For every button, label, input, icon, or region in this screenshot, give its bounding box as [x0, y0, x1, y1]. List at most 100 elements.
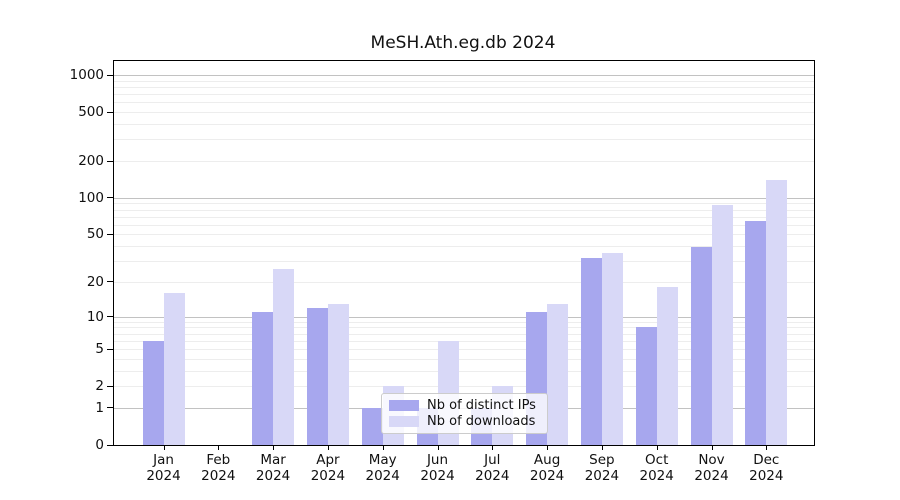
y-tick-label-100: 100	[78, 189, 104, 206]
bar-downloads-sep	[601, 253, 623, 445]
x-tick-label-oct: Oct 2024	[629, 452, 685, 484]
x-tick-year: 2024	[475, 468, 510, 484]
legend-item-downloads: Nb of downloads	[389, 414, 540, 430]
x-tick-label-sep: Sep 2024	[574, 452, 630, 484]
gridline-minor-400	[114, 124, 814, 126]
x-tick-year: 2024	[255, 468, 291, 484]
bar-downloads-aug	[547, 303, 569, 445]
bar-distinct-ips-sep	[580, 257, 602, 445]
legend-swatch-distinct-ips	[389, 400, 419, 412]
bar-distinct-ips-oct	[635, 327, 657, 445]
x-tick-aug	[547, 446, 549, 450]
x-tick-month: Jul	[484, 452, 501, 468]
bar-downloads-jan	[163, 293, 185, 445]
y-tick-10	[107, 316, 114, 318]
bar-downloads-mar	[273, 268, 295, 445]
gridline-minor-80	[114, 209, 814, 211]
y-tick-label-500: 500	[78, 104, 104, 121]
bar-downloads-dec	[766, 180, 788, 445]
gridline-minor-7	[114, 333, 814, 335]
gridline-minor-60	[114, 224, 814, 226]
x-tick-oct	[656, 446, 658, 450]
x-tick-month: Nov	[698, 452, 725, 468]
x-tick-sep	[601, 446, 603, 450]
x-tick-month: May	[368, 452, 397, 468]
bar-downloads-apr	[327, 303, 349, 445]
gridline-minor-5	[114, 349, 814, 351]
bar-distinct-ips-nov	[690, 247, 712, 445]
plot-area: Nb of distinct IPs Nb of downloads 0 1 2 5 1…	[70, 60, 815, 484]
legend-label-downloads: Nb of downloads	[427, 413, 536, 429]
y-tick-0	[107, 444, 114, 446]
x-tick-year: 2024	[584, 468, 620, 484]
legend-swatch-downloads	[389, 415, 419, 427]
gridline-minor-70	[114, 216, 814, 218]
gridline-minor-200	[114, 161, 814, 163]
legend: Nb of distinct IPs Nb of downloads	[381, 393, 548, 434]
x-tick-nov	[711, 446, 713, 450]
y-tick-label-1000: 1000	[69, 67, 104, 84]
y-tick-label-50: 50	[86, 226, 104, 243]
x-tick-label-jan: Jan 2024	[136, 452, 192, 484]
y-tick-label-1: 1	[95, 399, 104, 416]
x-tick-jun	[437, 446, 439, 450]
x-tick-year: 2024	[749, 468, 784, 484]
x-tick-label-dec: Dec 2024	[738, 452, 794, 484]
y-tick-200	[107, 160, 114, 162]
gridline-major-10	[114, 316, 814, 318]
gridline-minor-6	[114, 340, 814, 342]
gridline-minor-90	[114, 203, 814, 205]
gridline-minor-8	[114, 327, 814, 329]
y-tick-label-2: 2	[95, 378, 104, 395]
x-tick-month: Oct	[645, 452, 669, 468]
legend-label-distinct-ips: Nb of distinct IPs	[427, 398, 536, 414]
x-tick-year: 2024	[420, 468, 455, 484]
y-tick-1000	[107, 74, 114, 76]
gridline-major-1000	[114, 75, 814, 77]
x-tick-month: Dec	[753, 452, 780, 468]
x-tick-year: 2024	[365, 468, 400, 484]
x-tick-jul	[492, 446, 494, 450]
gridline-minor-40	[114, 246, 814, 248]
gridline-minor-800	[114, 86, 814, 88]
bar-distinct-ips-dec	[745, 220, 767, 445]
gridline-minor-300	[114, 139, 814, 141]
x-tick-month: Jan	[153, 452, 174, 468]
x-tick-month: Apr	[316, 452, 340, 468]
gridline-minor-500	[114, 112, 814, 114]
x-tick-label-jul: Jul 2024	[464, 452, 520, 484]
chart-title: MeSH.Ath.eg.db 2024	[370, 33, 556, 53]
gridline-major-100	[114, 197, 814, 199]
x-tick-label-apr: Apr 2024	[300, 452, 356, 484]
gridline-minor-30	[114, 261, 814, 263]
x-tick-mar	[273, 446, 275, 450]
x-tick-year: 2024	[529, 468, 565, 484]
y-tick-label-10: 10	[86, 308, 104, 325]
x-tick-label-may: May 2024	[355, 452, 411, 484]
x-tick-year: 2024	[310, 468, 346, 484]
y-tick-500	[107, 111, 114, 113]
gridline-minor-20	[114, 281, 814, 283]
x-tick-month: Sep	[589, 452, 615, 468]
x-tick-month: Aug	[533, 452, 561, 468]
x-tick-label-nov: Nov 2024	[684, 452, 740, 484]
bar-distinct-ips-mar	[252, 311, 274, 445]
x-tick-dec	[766, 446, 768, 450]
gridline-minor-9	[114, 321, 814, 323]
x-tick-feb	[218, 446, 220, 450]
x-tick-year: 2024	[639, 468, 674, 484]
bar-downloads-nov	[711, 204, 733, 445]
gridline-minor-600	[114, 102, 814, 104]
y-tick-5	[107, 348, 114, 350]
y-tick-label-20: 20	[86, 273, 104, 290]
x-tick-year: 2024	[694, 468, 729, 484]
gridline-minor-700	[114, 94, 814, 96]
y-tick-2	[107, 385, 114, 387]
x-tick-apr	[327, 446, 329, 450]
y-tick-label-200: 200	[78, 153, 104, 170]
x-tick-label-jun: Jun 2024	[410, 452, 466, 484]
gridline-minor-900	[114, 80, 814, 82]
x-tick-label-mar: Mar 2024	[245, 452, 301, 484]
legend-item-distinct-ips: Nb of distinct IPs	[389, 398, 540, 414]
